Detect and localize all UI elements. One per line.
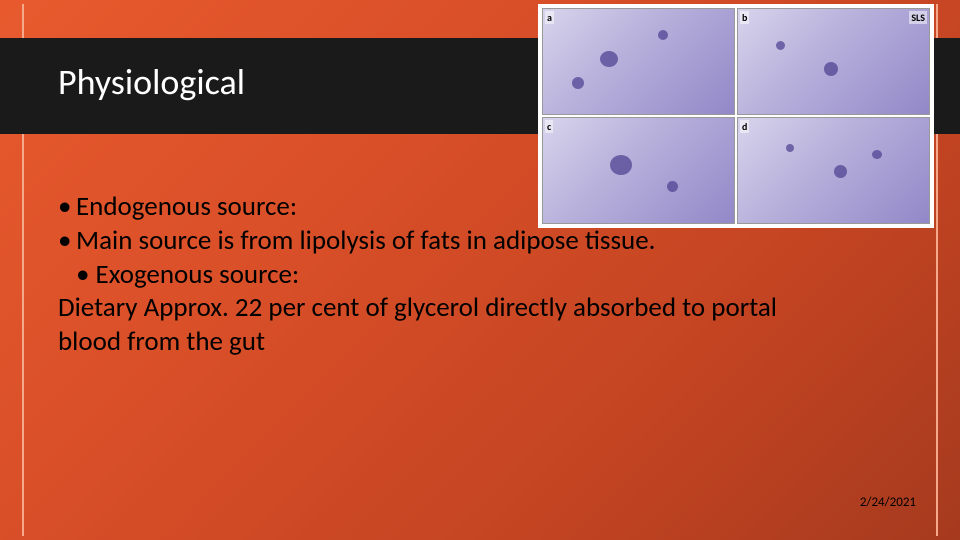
sub-bullet: • Exogenous source:: [58, 258, 828, 292]
histology-panel-a: a: [542, 8, 735, 115]
bullet-icon: •: [58, 190, 76, 224]
bullet-icon: •: [58, 224, 76, 258]
slide-title: Physiological: [58, 60, 245, 104]
bullet-text: Endogenous source:: [76, 190, 828, 224]
bullet-text: Main source is from lipolysis of fats in…: [76, 224, 828, 258]
panel-label: c: [545, 120, 553, 133]
panel-label: a: [545, 11, 554, 24]
bullet-item: • Main source is from lipolysis of fats …: [58, 224, 828, 258]
sls-label: SLS: [909, 11, 927, 24]
slide-date: 2/24/2021: [860, 495, 916, 510]
bullet-item: • Endogenous source:: [58, 190, 828, 224]
plain-text: Dietary Approx. 22 per cent of glycerol …: [58, 291, 828, 359]
panel-label: b: [740, 11, 749, 24]
histology-panel-b: b SLS: [737, 8, 930, 115]
panel-label: d: [740, 120, 749, 133]
slide-content: • Endogenous source: • Main source is fr…: [58, 190, 828, 359]
